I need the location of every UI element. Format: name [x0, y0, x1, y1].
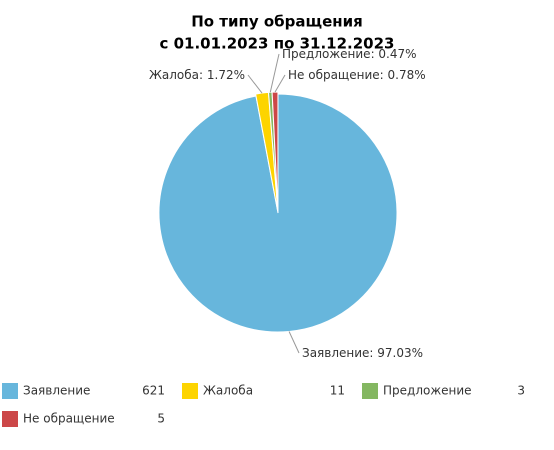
- data-label-separator: :: [371, 47, 379, 61]
- legend-count: 5: [157, 412, 165, 426]
- data-label-separator: :: [380, 68, 388, 82]
- chart-subtitle: с 01.01.2023 по 31.12.2023: [159, 35, 394, 53]
- data-label: Предложение: 0.47%: [282, 47, 417, 61]
- data-label-category: Жалоба: [149, 68, 199, 82]
- leader-line: [269, 53, 280, 93]
- data-label-category: Предложение: [282, 47, 371, 61]
- legend-label: Не обращение: [23, 412, 115, 426]
- leader-line: [247, 74, 263, 94]
- data-label-value: 97.03%: [377, 346, 423, 360]
- data-label: Не обращение: 0.78%: [288, 68, 426, 82]
- chart-title: По типу обращения: [191, 13, 363, 31]
- data-label-separator: :: [199, 68, 207, 82]
- leader-line: [274, 74, 286, 93]
- data-label-value: 1.72%: [207, 68, 245, 82]
- legend-count: 3: [517, 384, 525, 398]
- legend-label: Предложение: [383, 384, 472, 398]
- data-label-category: Заявление: [302, 346, 369, 360]
- legend-count: 621: [142, 384, 165, 398]
- data-label-value: 0.47%: [378, 47, 416, 61]
- legend-label: Заявление: [23, 384, 90, 398]
- legend-label: Жалоба: [203, 384, 253, 398]
- data-label: Заявление: 97.03%: [302, 346, 423, 360]
- data-label: Жалоба: 1.72%: [149, 68, 245, 82]
- legend-count: 11: [330, 384, 345, 398]
- legend-swatch: [182, 383, 198, 399]
- data-label-separator: :: [369, 346, 377, 360]
- legend-swatch: [2, 411, 18, 427]
- data-label-value: 0.78%: [388, 68, 426, 82]
- pie-slice: [271, 91, 279, 212]
- data-label-category: Не обращение: [288, 68, 380, 82]
- legend-swatch: [2, 383, 18, 399]
- leader-line: [288, 331, 300, 354]
- legend-swatch: [362, 383, 378, 399]
